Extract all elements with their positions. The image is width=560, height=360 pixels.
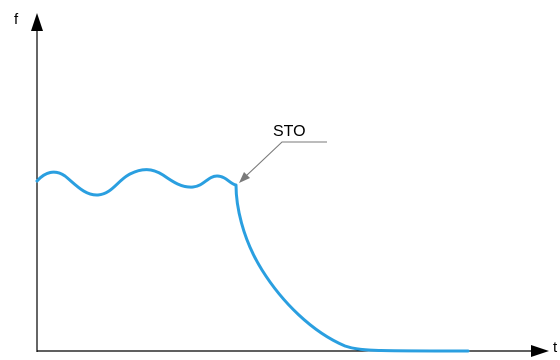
sto-label: STO — [273, 123, 306, 140]
sto-leader-arrowhead — [239, 172, 250, 183]
x-axis-label: t — [553, 339, 558, 356]
y-axis-arrowhead — [31, 13, 43, 31]
y-axis-label: f — [14, 11, 19, 28]
x-axis-arrowhead — [531, 345, 549, 357]
frequency-curve — [35, 168, 470, 353]
sto-leader-line — [245, 141, 327, 177]
